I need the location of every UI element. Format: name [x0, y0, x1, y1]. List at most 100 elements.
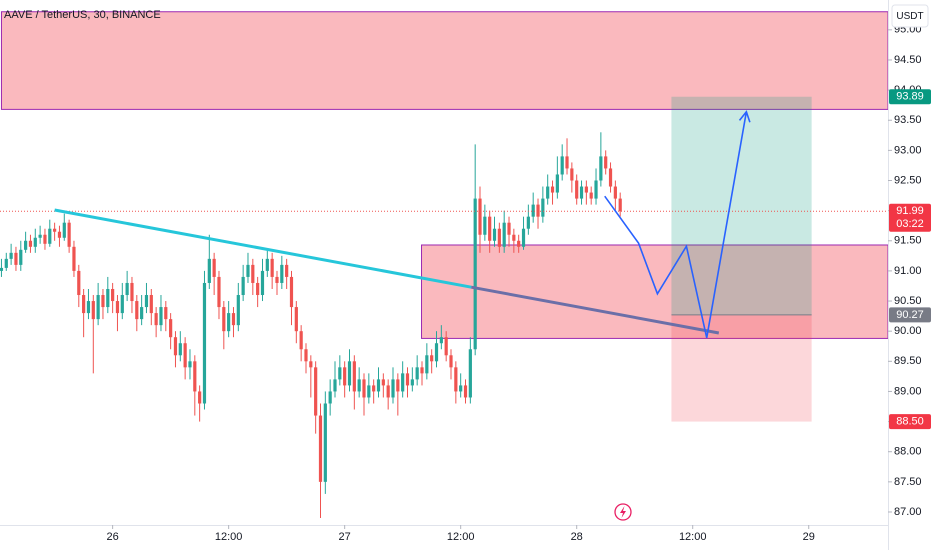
candle-body [48, 228, 52, 244]
candle-body [565, 156, 569, 169]
candle-body [212, 258, 216, 277]
candle-body [222, 307, 226, 332]
candle-body [536, 204, 540, 217]
candle-body [62, 222, 66, 238]
candle-body [130, 282, 134, 302]
x-tick-label: 12:00 [447, 531, 475, 543]
candle-body [125, 282, 129, 296]
projection-path [604, 111, 748, 338]
candle-body [454, 367, 458, 392]
candle-body [101, 295, 105, 308]
candle-body [434, 343, 439, 362]
candle-body [304, 349, 308, 362]
supply-demand-zone [0, 11, 889, 110]
candle-body [227, 313, 231, 332]
candle-body [173, 337, 178, 356]
candle-body [309, 361, 313, 368]
candle-body [579, 186, 584, 199]
candle-body [488, 216, 492, 241]
candle-body [338, 367, 342, 380]
y-tick-label: 89.50 [894, 355, 922, 367]
candle-body [376, 379, 381, 392]
candle-body [33, 237, 37, 247]
candle-body [526, 216, 530, 229]
y-tick-label: 91.00 [894, 265, 922, 277]
candle-body [159, 307, 163, 326]
candle-body [270, 258, 274, 277]
price-marker-box [889, 203, 931, 232]
candle-body [260, 270, 265, 296]
candle-body [362, 379, 366, 398]
y-tick-label: 89.00 [894, 385, 922, 397]
candle-body [96, 295, 100, 320]
candle-body [521, 228, 526, 247]
y-tick-label: 90.50 [894, 295, 922, 307]
candle-body [604, 156, 608, 169]
candle-body [251, 264, 255, 283]
candle-body [405, 373, 410, 386]
currency-box[interactable] [891, 4, 929, 28]
candle-body [430, 355, 434, 362]
y-tick-label: 87.50 [894, 476, 922, 488]
x-tick-label: 29 [803, 531, 815, 543]
candle-body [323, 403, 327, 482]
candle-body [468, 349, 472, 398]
candle-body [299, 331, 303, 350]
price-marker-label: 93.89 [896, 91, 924, 103]
candle-body [82, 295, 86, 314]
y-tick-label: 94.50 [894, 54, 922, 66]
candle-body [275, 276, 279, 283]
candle-body [410, 379, 414, 386]
candle-body [140, 307, 144, 320]
candle-body [401, 373, 405, 392]
price-marker-label: 90.27 [896, 309, 924, 321]
candle-body [425, 355, 429, 374]
candle-body [9, 252, 13, 259]
candle-body [193, 361, 197, 392]
replay-icon[interactable] [614, 503, 632, 521]
currency-button[interactable]: USDT [891, 4, 929, 28]
candle-body [541, 198, 545, 217]
currency-label[interactable]: USDT [896, 11, 923, 22]
chart-title: AAVE / TetherUS, 30, BINANCE [4, 9, 161, 21]
candle-body [144, 295, 149, 308]
candle-body [483, 216, 487, 235]
x-tick-label: 28 [571, 531, 583, 543]
candle-body [207, 258, 211, 283]
candle-body [280, 264, 284, 283]
candle-body [570, 168, 574, 181]
candle-body [285, 264, 289, 277]
candle-body [43, 234, 47, 244]
candle-body [256, 282, 260, 296]
x-tick-label: 27 [339, 531, 351, 543]
candle-body [328, 391, 332, 404]
candle-body [183, 343, 187, 368]
candle-body [531, 204, 535, 217]
candle-body [91, 301, 95, 320]
candle-body [202, 282, 207, 404]
y-tick-label: 93.00 [894, 144, 922, 156]
candle-body [19, 249, 23, 265]
y-tick-label: 93.50 [894, 114, 922, 126]
candle-body [415, 367, 419, 380]
candle-body [594, 180, 598, 199]
candle-body [507, 222, 511, 235]
candle-body [492, 228, 497, 241]
x-tick-label: 12:00 [679, 531, 707, 543]
candle-body [367, 385, 371, 398]
candle-body [111, 288, 115, 302]
candle-body [53, 228, 57, 232]
candle-body [154, 313, 158, 326]
icon-bolt[interactable] [620, 506, 626, 518]
candle-body [444, 337, 448, 356]
price-marker-label: 88.50 [896, 415, 924, 427]
candle-body [14, 252, 18, 265]
candle-body [28, 240, 33, 247]
candle-body [560, 156, 564, 175]
candle-body [584, 186, 588, 193]
candle-body [164, 307, 168, 320]
candle-body [512, 234, 516, 241]
candle-body [169, 319, 173, 338]
price-marker-box [889, 89, 931, 105]
